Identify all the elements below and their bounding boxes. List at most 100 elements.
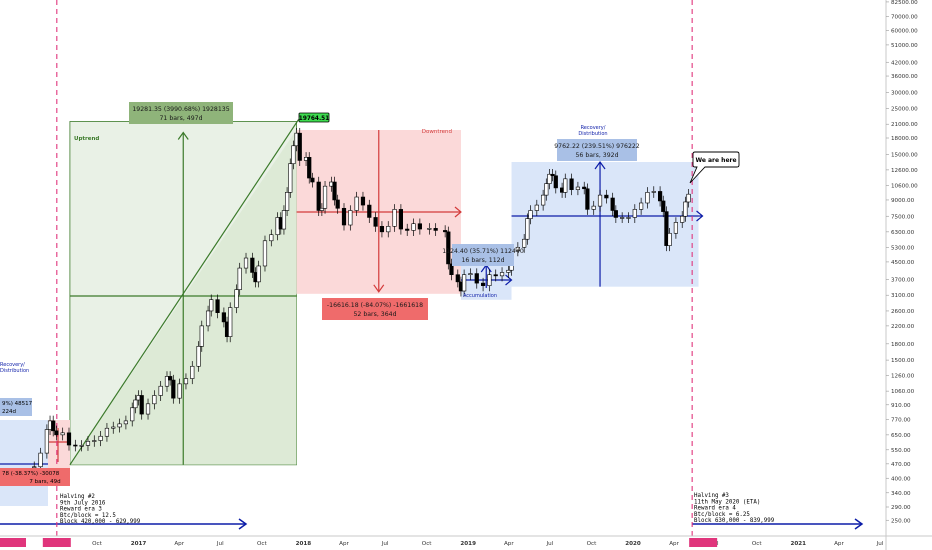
candle xyxy=(354,196,359,211)
uptrend-label-bars: 71 bars, 497d xyxy=(160,115,203,122)
candle xyxy=(544,183,549,196)
distribution-h-arrowhead xyxy=(696,210,704,222)
y-tick-label: 770.00 xyxy=(891,418,911,424)
halving-2-note: Block 420,000 - 629,999 xyxy=(60,519,141,525)
candle xyxy=(262,240,268,267)
y-tick-label: 650.00 xyxy=(891,433,911,439)
candle xyxy=(541,194,546,206)
candle xyxy=(85,440,91,446)
candle xyxy=(291,145,296,165)
x-tick-label: 2019 xyxy=(460,541,476,547)
candle xyxy=(44,429,49,454)
x-highlight-bg xyxy=(42,538,71,547)
x-tick-label: Oct xyxy=(92,541,102,547)
x-tick-label: Oct xyxy=(587,541,597,547)
x-tick-label: Oct xyxy=(422,541,432,547)
candle xyxy=(462,274,467,292)
x-tick-label: Jul xyxy=(216,541,224,547)
candle xyxy=(604,194,609,199)
candle xyxy=(348,210,353,226)
y-tick-label: 4500.00 xyxy=(891,260,915,266)
accumulation-h-arrowhead xyxy=(505,274,513,286)
halving-2-note: 9th July 2016 xyxy=(60,500,106,506)
prior-recovery-title: Recovery/ xyxy=(0,362,25,368)
candle xyxy=(32,466,37,469)
candle xyxy=(651,191,656,193)
era-4-arrowhead xyxy=(854,518,864,530)
candle xyxy=(297,132,302,161)
y-tick-label: 6300.00 xyxy=(891,230,915,236)
candle xyxy=(626,217,631,219)
accumulation-label-bars: 16 bars, 112d xyxy=(462,257,505,264)
candle xyxy=(130,407,135,422)
y-tick-label: 2200.00 xyxy=(891,324,915,330)
prior-recovery-title: Distribution xyxy=(0,368,29,374)
candle xyxy=(468,273,473,276)
candle xyxy=(243,257,249,269)
candle xyxy=(183,378,189,385)
y-tick-label: 9000.00 xyxy=(891,198,915,204)
halving-2-note: Halving #2 xyxy=(60,494,95,500)
downtrend-label-bg xyxy=(322,298,428,320)
candle xyxy=(199,325,204,347)
candle xyxy=(673,222,678,234)
uptrend-label-bg xyxy=(129,102,233,124)
candle xyxy=(335,199,340,209)
x-tick-label: Oct xyxy=(752,541,762,547)
y-tick-label: 550.00 xyxy=(891,448,911,454)
y-tick-label: 12600.00 xyxy=(891,168,918,174)
candle xyxy=(54,430,59,436)
y-tick-label: 3700.00 xyxy=(891,277,915,283)
candle xyxy=(234,289,239,308)
x-tick-label: 2017 xyxy=(131,541,147,547)
candle xyxy=(379,226,385,233)
x-tick-label: 2021 xyxy=(790,541,806,547)
candle xyxy=(449,263,454,276)
candle xyxy=(209,299,214,312)
distribution-label-bars: 56 bars, 392d xyxy=(576,152,619,159)
annotation-text: 19281.35 (3990.68%) 1928135 71 bars, 497d… xyxy=(0,0,918,547)
y-tick-label: 18000.00 xyxy=(891,136,918,142)
candle xyxy=(386,226,391,233)
halving-2-note: Btc/block = 12.5 xyxy=(60,513,116,519)
candle xyxy=(582,186,587,190)
candle xyxy=(620,217,625,219)
candle xyxy=(92,440,97,442)
candle xyxy=(310,177,315,183)
candle xyxy=(597,194,603,207)
y-tick-label: 1800.00 xyxy=(891,342,915,348)
y-tick-label: 470.00 xyxy=(891,462,911,468)
candle xyxy=(373,217,378,227)
candle xyxy=(522,238,527,248)
prior-correction-label-bg xyxy=(0,468,70,486)
candle xyxy=(613,210,618,218)
candle xyxy=(117,423,122,428)
y-tick-label: 36000.00 xyxy=(891,74,918,80)
candle xyxy=(307,157,312,179)
candle xyxy=(405,228,410,231)
candle xyxy=(360,196,366,206)
candle xyxy=(506,269,511,273)
candle xyxy=(487,274,492,286)
candle xyxy=(515,246,520,252)
candle xyxy=(256,265,261,283)
candle xyxy=(158,385,163,396)
halving-3-note: Btc/block = 6.25 xyxy=(694,512,750,518)
distribution-box xyxy=(511,162,699,287)
x-highlight-bg xyxy=(689,538,718,547)
candle xyxy=(392,209,397,227)
candle xyxy=(547,173,552,184)
prior-recovery-bars: 224d xyxy=(2,409,16,415)
candle xyxy=(525,218,530,240)
prior-recovery-label-bg xyxy=(0,398,32,416)
candle xyxy=(680,215,685,223)
peak-price-label: 19764.51 xyxy=(299,116,329,122)
candle xyxy=(645,192,650,204)
y-tick-label: 42000.00 xyxy=(891,60,918,66)
candle xyxy=(98,435,103,441)
candle xyxy=(683,201,688,217)
peak-price-tag xyxy=(298,112,330,123)
x-tick-label: Apr xyxy=(339,541,349,547)
